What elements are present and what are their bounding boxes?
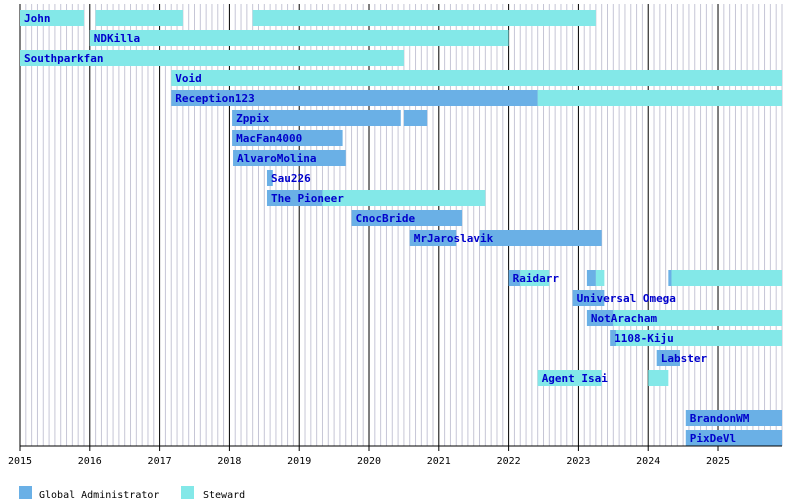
user-label: PixDeVl: [690, 432, 736, 445]
global-administrator-bar: [171, 90, 538, 106]
user-label: Sau226: [271, 172, 311, 185]
global-administrator-bar: [409, 230, 457, 246]
steward-bar: [171, 70, 783, 86]
steward-bar: [20, 50, 404, 66]
user-label: Agent Isai: [542, 372, 609, 385]
global-administrator-bar: [233, 150, 346, 166]
x-tick-label: 2023: [566, 456, 590, 467]
steward-bar: [520, 270, 550, 286]
user-label: AlvaroMolina: [237, 152, 316, 165]
legend-swatch-global-administrator: [19, 486, 32, 499]
user-label: Southparkfan: [24, 52, 103, 65]
user-label: Zppix: [236, 112, 269, 125]
legend-label-steward: Steward: [203, 490, 245, 501]
role-bars: [20, 10, 783, 446]
steward-bar: [595, 270, 605, 286]
global-administrator-bar: [668, 270, 672, 286]
legend: Global Administrator Steward: [19, 486, 245, 501]
steward-bar: [648, 370, 669, 386]
x-tick-label: 2021: [427, 456, 451, 467]
user-label: John: [24, 12, 51, 25]
legend-swatch-steward: [181, 486, 194, 499]
x-tick-label: 2025: [706, 456, 730, 467]
global-administrator-bar: [656, 350, 680, 366]
user-label: Universal Omega: [577, 292, 676, 305]
user-label: Labster: [661, 352, 708, 365]
x-tick-label: 2022: [497, 456, 521, 467]
steward-bar: [95, 10, 183, 26]
global-administrator-bar: [479, 230, 602, 246]
global-administrator-bar: [232, 110, 401, 126]
x-tick-label: 2018: [217, 456, 241, 467]
user-label: MrJaroslavik: [414, 232, 494, 245]
global-administrator-bar: [610, 330, 616, 346]
user-labels: John NDKilla Southparkfan Void Reception123 Z…: [24, 12, 750, 445]
global-administrator-bar: [232, 130, 343, 146]
user-label: NotAracham: [591, 312, 658, 325]
user-label: NDKilla: [94, 32, 140, 45]
x-tick-label: 2016: [78, 456, 102, 467]
steward-bar: [613, 310, 782, 326]
x-tick-label: 2017: [148, 456, 172, 467]
global-administrator-bar: [572, 290, 605, 306]
x-tick-label: 2020: [357, 456, 381, 467]
user-label: BrandonWM: [690, 412, 750, 425]
steward-bar: [20, 10, 84, 26]
x-tick-label: 2015: [8, 456, 32, 467]
steward-bar: [89, 30, 509, 46]
steward-bar: [537, 370, 602, 386]
x-tick-label: 2024: [636, 456, 660, 467]
x-axis: 2015 2016 2017 2018 2019 2020 2021 2022 2023 2024…: [8, 445, 782, 467]
steward-bar: [615, 330, 782, 346]
user-label: 1108-Kiju: [614, 332, 674, 345]
user-label: CnocBride: [356, 212, 416, 225]
global-administrator-bar: [351, 210, 463, 226]
global-administrator-bar: [403, 110, 428, 126]
steward-bar: [671, 270, 782, 286]
steward-bar: [537, 90, 782, 106]
global-administrator-bar: [266, 190, 323, 206]
global-administrator-bar: [586, 310, 614, 326]
legend-label-global-administrator: Global Administrator: [39, 490, 159, 501]
steward-bar: [252, 10, 596, 26]
global-administrator-bar: [266, 170, 273, 186]
global-administrator-bar: [685, 430, 782, 446]
steward-bar: [322, 190, 486, 206]
user-label: Reception123: [175, 92, 254, 105]
user-label: Raidarr: [513, 272, 560, 285]
user-label: The Pioneer: [271, 192, 344, 205]
user-label: Void: [175, 72, 202, 85]
x-tick-label: 2019: [287, 456, 311, 467]
user-label: MacFan4000: [236, 132, 302, 145]
global-administrator-bar: [508, 270, 521, 286]
global-administrator-bar: [586, 270, 596, 286]
global-administrator-bar: [685, 410, 782, 426]
